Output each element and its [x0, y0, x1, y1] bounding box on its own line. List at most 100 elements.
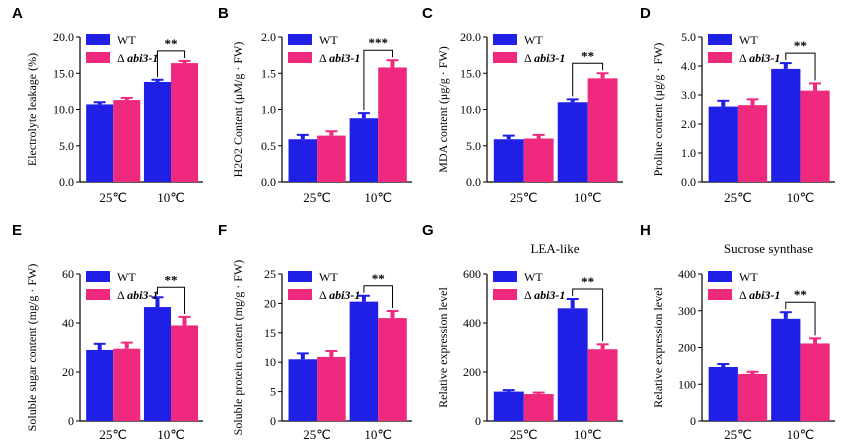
y-axis-label: Soluble protein content (mg/g · FW) [231, 260, 245, 436]
y-tick-label: 600 [463, 267, 481, 281]
bar-mutant [523, 394, 554, 421]
error-bar [570, 99, 575, 103]
legend-swatch-mutant [493, 52, 517, 63]
legend-delta: Δ [524, 51, 534, 65]
legend-mutant-name: abi3-1 [329, 51, 360, 65]
bar-mutant [171, 63, 199, 182]
legend-swatch-wt [288, 34, 312, 45]
y-tick-label: 4.0 [681, 59, 696, 73]
bar-mutant [378, 318, 407, 421]
panel-d: D 0.0 1.0 2.0 3.0 4.0 5.0 Proline content (μg/g… [640, 5, 835, 205]
legend-label-wt: WT [319, 33, 338, 47]
bar-mutant [317, 135, 346, 182]
error-bar [600, 344, 605, 350]
error-bar [813, 338, 818, 344]
y-tick-label: 1.0 [261, 103, 276, 117]
bar-mutant [737, 373, 768, 421]
legend-delta: Δ [319, 51, 329, 65]
error-bar [182, 316, 187, 326]
y-tick-label: 0 [475, 414, 481, 428]
category-label: 25℃ [99, 427, 127, 442]
y-tick-label: 0 [270, 414, 276, 428]
panel-h: H Sucrose synthase 0 100 200 300 400 Relative e… [640, 222, 835, 442]
panel-letter: G [422, 222, 434, 239]
y-tick-label: 3.0 [681, 88, 696, 102]
error-bar [750, 99, 755, 106]
y-tick-label: 0 [690, 414, 696, 428]
significance-bracket [363, 49, 393, 111]
panel-c: C 0.0 5.0 10.0 15.0 20.0 MDA content (μg/g · F… [422, 5, 623, 205]
bar-mutant [800, 343, 830, 421]
error-bar [124, 342, 129, 349]
y-axis-label: Soluble sugar content (mg/g · FW) [25, 264, 39, 432]
error-bar [300, 353, 305, 360]
significance-label: ** [165, 36, 178, 51]
panel-f: F 0 5 10 15 20 25 Soluble protein content (mg/g… [218, 222, 412, 442]
legend-swatch-wt [86, 34, 110, 45]
bar-wt [557, 308, 588, 421]
panel-letter: F [218, 222, 227, 239]
panel-a: A 0.0 5.0 10.0 15.0 20.0 Electrolyte leakage (… [12, 5, 203, 205]
bar-mutant [587, 78, 618, 182]
bar-wt [771, 68, 801, 182]
legend-label-mutant: Δ abi3-1 [319, 288, 360, 302]
y-tick-label: 0.0 [681, 175, 696, 189]
bar-wt [86, 104, 114, 182]
legend-swatch-mutant [86, 52, 110, 63]
significance-bracket [785, 52, 816, 81]
y-tick-label: 25 [264, 267, 276, 281]
bar-mutant [587, 349, 618, 421]
y-tick-label: 400 [463, 316, 481, 330]
panel-title: Sucrose synthase [724, 241, 813, 256]
legend-label-mutant: Δ abi3-1 [117, 51, 158, 65]
y-tick-label: 15 [264, 326, 276, 340]
significance-bracket [572, 288, 604, 342]
legend-mutant-name: abi3-1 [749, 51, 780, 65]
significance-label: ** [794, 38, 807, 53]
legend-swatch-mutant [288, 52, 312, 63]
bar-wt [708, 366, 738, 421]
legend-delta: Δ [739, 288, 749, 302]
y-tick-label: 5.0 [681, 30, 696, 44]
y-tick-label: 15.0 [460, 66, 481, 80]
y-tick-label: 0.0 [466, 175, 481, 189]
y-tick-label: 5.0 [59, 139, 74, 153]
panel-g: G LEA-like 0 200 400 600 Relative expression l… [422, 222, 623, 442]
error-bar [97, 102, 102, 105]
bar-mutant [317, 356, 346, 421]
legend-label-mutant: Δ abi3-1 [319, 51, 360, 65]
error-bar [600, 73, 605, 79]
panel-letter: C [422, 5, 433, 22]
panel-e: E 0 20 40 60 Soluble sugar content (mg/g · FW… [12, 222, 203, 442]
category-label: 25℃ [510, 190, 538, 205]
y-axis-label: H2O2 Content (μM/g · FW) [231, 42, 245, 178]
y-tick-label: 200 [463, 365, 481, 379]
error-bar [155, 79, 160, 82]
legend-swatch-mutant [288, 289, 312, 300]
legend-delta: Δ [524, 288, 534, 302]
bar-wt [349, 301, 379, 421]
legend-label-mutant: Δ abi3-1 [524, 51, 565, 65]
error-bar [783, 63, 788, 69]
category-label: 25℃ [303, 190, 331, 205]
significance-bracket [363, 285, 393, 309]
significance-label: ** [794, 287, 807, 302]
y-tick-label: 10.0 [460, 103, 481, 117]
bar-wt [288, 359, 318, 421]
legend-label-wt: WT [524, 33, 543, 47]
y-tick-label: 400 [678, 267, 696, 281]
legend-label-wt: WT [319, 270, 338, 284]
legend-label-mutant: Δ abi3-1 [524, 288, 565, 302]
category-label: 25℃ [724, 190, 752, 205]
legend-label-wt: WT [117, 33, 136, 47]
bar-mutant [171, 325, 199, 421]
y-tick-label: 1.0 [681, 146, 696, 160]
bar-wt [557, 102, 588, 182]
panel-letter: A [12, 5, 23, 22]
error-bar [361, 295, 366, 302]
error-bar [97, 343, 102, 350]
panel-b: B 0.0 0.5 1.0 1.5 2.0 H2O2 Content (μM/g · FW)… [218, 5, 412, 205]
legend-delta: Δ [739, 51, 749, 65]
legend-swatch-mutant [86, 289, 110, 300]
